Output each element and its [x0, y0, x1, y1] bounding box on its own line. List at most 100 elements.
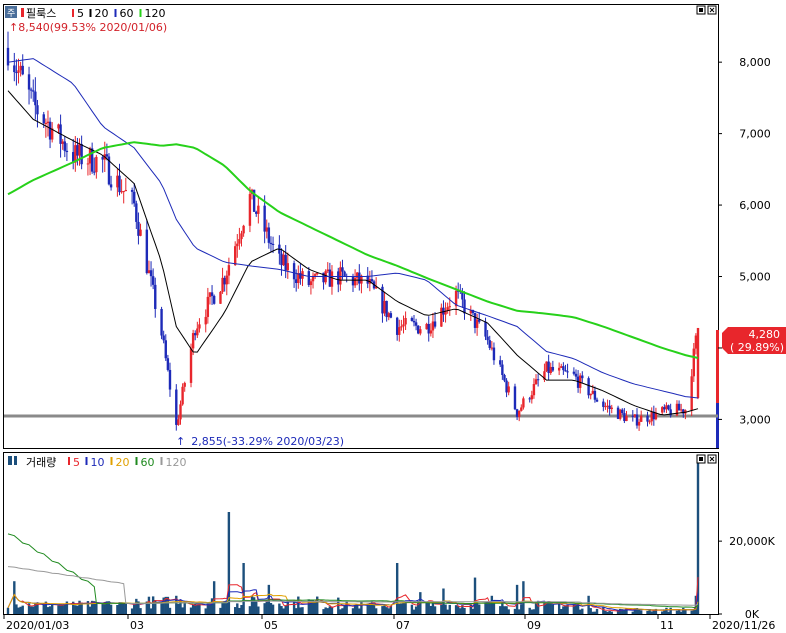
date-tick-label: 09 — [527, 619, 541, 632]
volume-bar — [322, 609, 325, 614]
candle-body — [147, 270, 151, 274]
candle-body — [515, 409, 519, 417]
volume-bar — [242, 563, 245, 614]
stock-name: 필룩스 — [26, 7, 56, 20]
legend-marker — [68, 457, 70, 465]
price-tick-label: 5,000 — [739, 271, 771, 284]
volume-bar — [475, 602, 479, 614]
candle-body — [667, 405, 670, 410]
volume-moving-averages — [7, 533, 699, 612]
volume-bar — [398, 603, 401, 614]
price-tick-label: 6,000 — [739, 199, 771, 212]
candle-body — [204, 316, 207, 325]
volume-bar — [135, 598, 138, 614]
candle-body — [604, 406, 607, 408]
volume-bar — [520, 604, 523, 614]
candle-body — [374, 286, 378, 289]
volume-bar — [280, 606, 283, 614]
legend-marker-stock — [21, 8, 24, 17]
volume-bar — [387, 608, 390, 614]
volume-bar — [358, 608, 361, 614]
candle-body — [76, 145, 79, 156]
volume-bar — [44, 601, 48, 614]
volume-bar — [103, 603, 106, 614]
volume-bar — [412, 609, 416, 614]
candle-body — [543, 371, 546, 380]
volume-bar — [63, 604, 66, 614]
candle-body — [650, 411, 653, 422]
price-ma-legend: 5 20 60 120 — [72, 7, 166, 20]
last-change: ( 29.89%) — [730, 341, 784, 354]
volume-bar — [374, 608, 378, 614]
candle-body — [72, 152, 75, 163]
volume-bar — [48, 606, 52, 614]
candle-body — [532, 384, 536, 396]
volume-bar — [263, 603, 266, 614]
volume-bar — [536, 600, 540, 614]
candle-body — [675, 403, 679, 416]
candle-body — [402, 324, 405, 327]
candle-body — [316, 272, 319, 275]
date-tick-label: 2020/01/03 — [6, 619, 69, 632]
candle-body — [271, 243, 275, 245]
candle-body — [499, 360, 502, 365]
candle-body — [652, 411, 656, 420]
candle-body — [679, 409, 683, 411]
volume-bar — [682, 607, 685, 614]
high-annotation-text: ↑8,540(99.53% 2020/01/06) — [9, 21, 167, 34]
candle-body — [505, 380, 508, 393]
volume-bar — [238, 607, 241, 614]
volume-bar — [486, 601, 489, 614]
volume-bar — [105, 601, 109, 614]
volume-panel-frame — [3, 452, 719, 615]
candle-body — [490, 347, 494, 349]
candle-body — [208, 292, 212, 297]
volume-bar — [122, 602, 125, 614]
candle-body — [265, 227, 268, 232]
candle-body — [513, 386, 517, 410]
volume-bar — [637, 609, 641, 614]
price-tick-label: 8,000 — [739, 56, 771, 69]
volume-bar — [389, 605, 393, 614]
volume-bar — [469, 604, 473, 614]
volume-bar — [90, 600, 94, 614]
candle-body — [210, 292, 214, 296]
volume-bar — [227, 512, 231, 614]
candle-body — [581, 375, 584, 379]
candle-body — [328, 269, 332, 287]
candle-body — [86, 163, 90, 165]
candle-body — [492, 347, 496, 361]
panel-minimize-glyph — [699, 8, 703, 12]
volume-bar — [610, 611, 613, 614]
volume-bar — [534, 603, 538, 614]
volume-panel-buttons — [696, 454, 717, 464]
volume-bar — [118, 602, 121, 614]
volume-bar — [631, 611, 634, 614]
volume-bar — [499, 606, 502, 614]
volume-bar — [210, 598, 214, 614]
candle-body — [358, 272, 361, 284]
candle-body — [242, 225, 245, 234]
candle-body — [130, 190, 134, 192]
candle-body — [517, 410, 521, 417]
volume-bar — [478, 604, 481, 614]
volume-axis: 20,000K 0K — [718, 535, 776, 621]
volume-bar — [507, 609, 510, 614]
volume-bar — [162, 597, 165, 614]
volume-bar — [278, 603, 281, 614]
volume-bar — [301, 607, 304, 614]
candle-body — [608, 405, 611, 410]
volume-bar — [381, 606, 384, 614]
candle-body — [124, 190, 128, 192]
candle-body — [154, 284, 157, 309]
candle-body — [179, 404, 182, 420]
volume-bar — [183, 603, 186, 614]
candlesticks — [6, 31, 700, 431]
candle-body — [46, 121, 50, 124]
volume-bar — [177, 603, 180, 614]
last-price-box: 4,280 ( 29.89%) — [722, 327, 786, 354]
date-axis: 2020/01/03 03 05 07 09 11 2020/11/26 — [3, 614, 775, 632]
volume-bar — [255, 601, 258, 614]
volume-bar — [36, 602, 39, 614]
panel-menu-icon[interactable] — [5, 6, 17, 18]
